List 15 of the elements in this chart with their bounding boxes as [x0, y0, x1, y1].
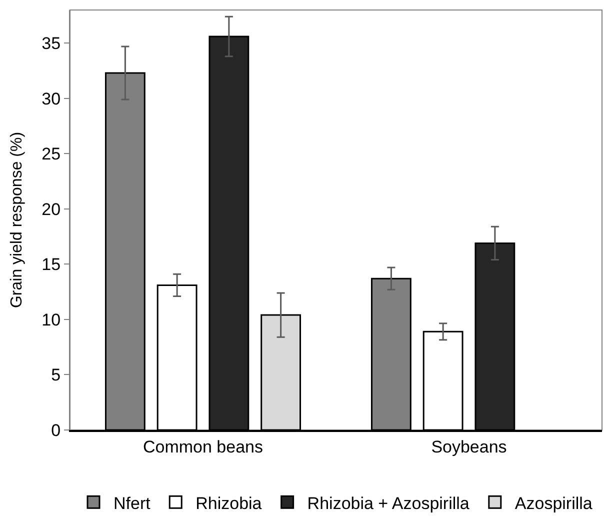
- legend-label: Rhizobia + Azospirilla: [307, 494, 470, 513]
- y-tick-label: 10: [42, 310, 61, 330]
- legend-label: Rhizobia: [196, 494, 262, 513]
- y-tick-label: 5: [51, 366, 61, 385]
- x-tick-label: Soybeans: [431, 437, 507, 456]
- legend-label: Nfert: [114, 494, 151, 513]
- y-tick-label: 20: [42, 200, 61, 219]
- y-tick-label: 15: [42, 255, 61, 274]
- y-tick-label: 30: [42, 89, 61, 108]
- y-tick-label: 0: [51, 420, 61, 440]
- y-tick-label: 35: [42, 34, 61, 54]
- y-axis-title: Grain yield response (%): [8, 132, 26, 308]
- y-tick-label: 25: [42, 144, 61, 164]
- legend-label: Azospirilla: [514, 494, 593, 513]
- x-tick-label: Common beans: [142, 437, 264, 456]
